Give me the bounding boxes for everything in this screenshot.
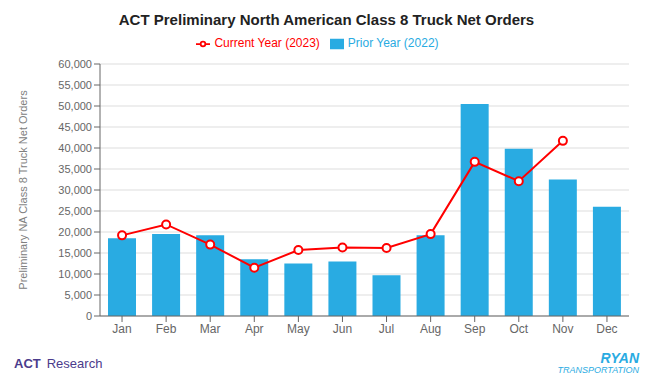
svg-text:Preliminary NA Class 8 Truck N: Preliminary NA Class 8 Truck Net Orders [17,90,29,290]
svg-text:10,000: 10,000 [58,268,92,280]
svg-text:Sep: Sep [464,322,486,336]
svg-text:30,000: 30,000 [58,184,92,196]
html-text:ACT Preliminary North American: ACT Preliminary North American Class 8 T… [118,11,535,28]
svg-text:55,000: 55,000 [58,79,92,91]
html-text:Current Year (2023): Current Year (2023) [214,36,320,50]
svg-text:50,000: 50,000 [58,100,92,112]
html-text:ACT Research: ACT Research [14,355,103,371]
html-text:RYAN: RYAN [600,349,639,366]
svg-text:45,000: 45,000 [58,121,92,133]
html-text:TRANSPORTATION: TRANSPORTATION [557,364,639,375]
svg-text:5,000: 5,000 [64,289,92,301]
svg-text:Jun: Jun [333,322,352,336]
svg-text:Jul: Jul [379,322,394,336]
svg-text:Feb: Feb [156,322,177,336]
svg-text:Oct: Oct [509,322,528,336]
svg-text:35,000: 35,000 [58,163,92,175]
svg-text:May: May [287,322,310,336]
svg-text:Mar: Mar [200,322,221,336]
svg-text:Aug: Aug [420,322,441,336]
svg-text:Nov: Nov [552,322,573,336]
svg-text:25,000: 25,000 [58,205,92,217]
svg-text:Jan: Jan [112,322,131,336]
svg-text:Dec: Dec [596,322,617,336]
svg-text:20,000: 20,000 [58,226,92,238]
svg-text:15,000: 15,000 [58,247,92,259]
svg-text:60,000: 60,000 [58,58,92,70]
svg-text:40,000: 40,000 [58,142,92,154]
svg-text:0: 0 [86,310,92,322]
svg-text:Apr: Apr [245,322,264,336]
html-text:Prior Year (2022): Prior Year (2022) [347,36,439,50]
